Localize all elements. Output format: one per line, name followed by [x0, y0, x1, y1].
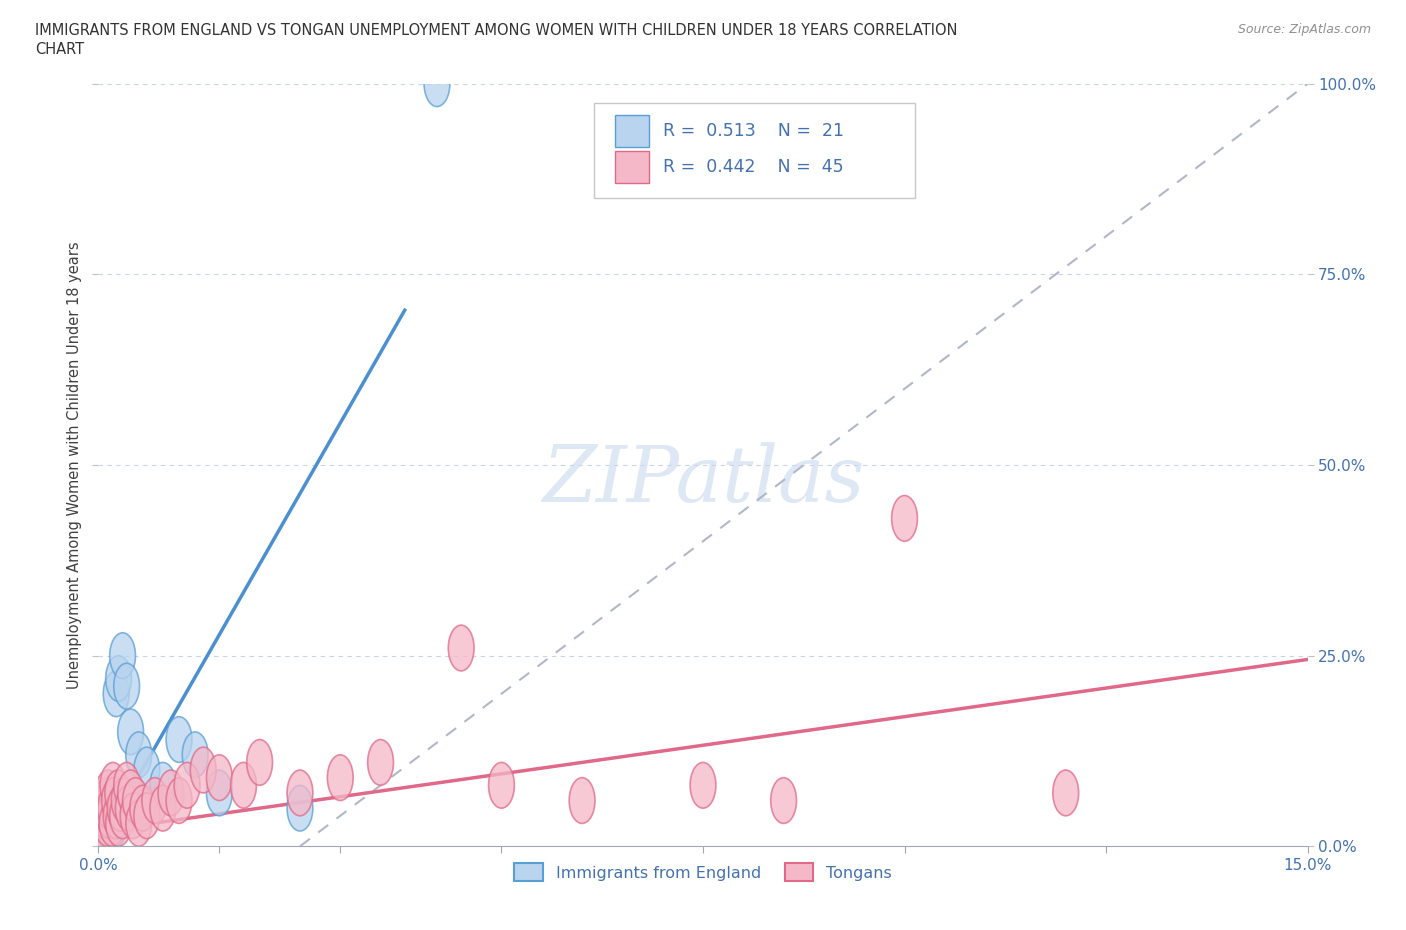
Ellipse shape — [94, 801, 120, 846]
Legend: Immigrants from England, Tongans: Immigrants from England, Tongans — [508, 857, 898, 888]
Ellipse shape — [125, 732, 152, 777]
Y-axis label: Unemployment Among Women with Children Under 18 years: Unemployment Among Women with Children U… — [66, 241, 82, 689]
Ellipse shape — [157, 770, 184, 816]
Ellipse shape — [174, 763, 200, 808]
Ellipse shape — [129, 785, 156, 831]
Ellipse shape — [569, 777, 595, 823]
Ellipse shape — [190, 747, 217, 793]
Ellipse shape — [97, 793, 122, 839]
Ellipse shape — [150, 785, 176, 831]
Ellipse shape — [111, 777, 138, 823]
Ellipse shape — [207, 770, 232, 816]
Ellipse shape — [328, 755, 353, 801]
Ellipse shape — [122, 777, 149, 823]
Ellipse shape — [105, 801, 132, 846]
Ellipse shape — [103, 671, 129, 717]
Ellipse shape — [90, 785, 117, 831]
Text: CHART: CHART — [35, 42, 84, 57]
Ellipse shape — [246, 739, 273, 785]
Ellipse shape — [100, 785, 125, 831]
Text: Source: ZipAtlas.com: Source: ZipAtlas.com — [1237, 23, 1371, 36]
Ellipse shape — [97, 785, 124, 831]
Ellipse shape — [207, 755, 232, 801]
Ellipse shape — [770, 777, 797, 823]
Ellipse shape — [115, 785, 141, 831]
Ellipse shape — [114, 763, 139, 808]
Ellipse shape — [90, 816, 115, 861]
Ellipse shape — [103, 793, 129, 839]
Ellipse shape — [690, 763, 716, 808]
Ellipse shape — [231, 763, 256, 808]
Ellipse shape — [134, 747, 160, 793]
Ellipse shape — [134, 793, 160, 839]
Ellipse shape — [100, 763, 125, 808]
Ellipse shape — [183, 732, 208, 777]
Text: IMMIGRANTS FROM ENGLAND VS TONGAN UNEMPLOYMENT AMONG WOMEN WITH CHILDREN UNDER 1: IMMIGRANTS FROM ENGLAND VS TONGAN UNEMPL… — [35, 23, 957, 38]
Ellipse shape — [91, 793, 118, 839]
Text: R =  0.513    N =  21: R = 0.513 N = 21 — [664, 122, 844, 140]
FancyBboxPatch shape — [595, 103, 915, 198]
Ellipse shape — [1053, 770, 1078, 816]
Ellipse shape — [101, 777, 128, 823]
Ellipse shape — [98, 808, 124, 854]
Text: R =  0.442    N =  45: R = 0.442 N = 45 — [664, 158, 844, 176]
Bar — [614, 151, 648, 183]
Ellipse shape — [94, 801, 120, 846]
Ellipse shape — [488, 763, 515, 808]
Text: ZIPatlas: ZIPatlas — [541, 442, 865, 518]
Ellipse shape — [449, 625, 474, 671]
Ellipse shape — [150, 763, 176, 808]
Ellipse shape — [142, 777, 167, 823]
Ellipse shape — [90, 808, 115, 854]
Ellipse shape — [94, 777, 120, 823]
Ellipse shape — [114, 663, 139, 709]
Ellipse shape — [891, 496, 918, 541]
Ellipse shape — [367, 739, 394, 785]
Ellipse shape — [166, 777, 193, 823]
Ellipse shape — [287, 785, 314, 831]
Ellipse shape — [105, 770, 131, 816]
Ellipse shape — [96, 770, 121, 816]
Ellipse shape — [125, 801, 152, 846]
Ellipse shape — [96, 816, 121, 861]
Ellipse shape — [118, 709, 143, 755]
Ellipse shape — [107, 785, 134, 831]
Ellipse shape — [91, 808, 118, 854]
Ellipse shape — [166, 717, 193, 763]
Ellipse shape — [287, 770, 314, 816]
Ellipse shape — [100, 801, 125, 846]
Ellipse shape — [101, 801, 128, 846]
Ellipse shape — [105, 656, 132, 701]
Bar — [614, 115, 648, 147]
Ellipse shape — [120, 793, 146, 839]
Ellipse shape — [89, 801, 114, 846]
Ellipse shape — [425, 60, 450, 107]
Ellipse shape — [110, 793, 135, 839]
Ellipse shape — [118, 770, 143, 816]
Ellipse shape — [110, 632, 135, 679]
Ellipse shape — [97, 793, 122, 839]
